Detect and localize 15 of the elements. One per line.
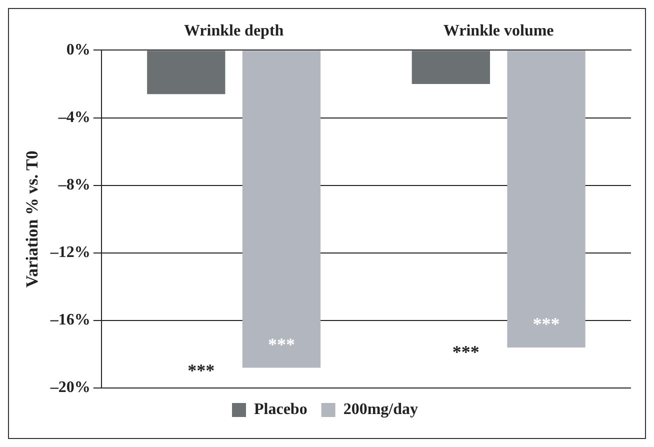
y-tick-label: –12% [49,244,90,262]
annotation: *** [188,360,215,380]
y-tick-label: 0% [66,41,90,58]
annotation: *** [452,342,480,362]
y-tick-label: –20% [49,379,90,396]
y-tick-label: –16% [49,312,90,329]
annotation: *** [268,334,295,354]
y-tick-label: –4% [57,108,90,126]
x-tick-label: Wrinkle depth [184,22,284,40]
y-tick-label: –8% [57,176,90,194]
legend-label: 200mg/day [343,401,418,418]
annotation: *** [532,314,560,334]
x-tick-label: Wrinkle volume [443,22,554,40]
y-axis-title: Variation % vs. T0 [22,150,42,288]
legend-label: Placebo [254,401,308,418]
